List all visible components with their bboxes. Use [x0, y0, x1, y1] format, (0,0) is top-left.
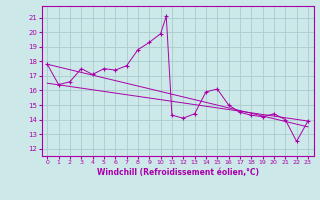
X-axis label: Windchill (Refroidissement éolien,°C): Windchill (Refroidissement éolien,°C): [97, 168, 259, 177]
